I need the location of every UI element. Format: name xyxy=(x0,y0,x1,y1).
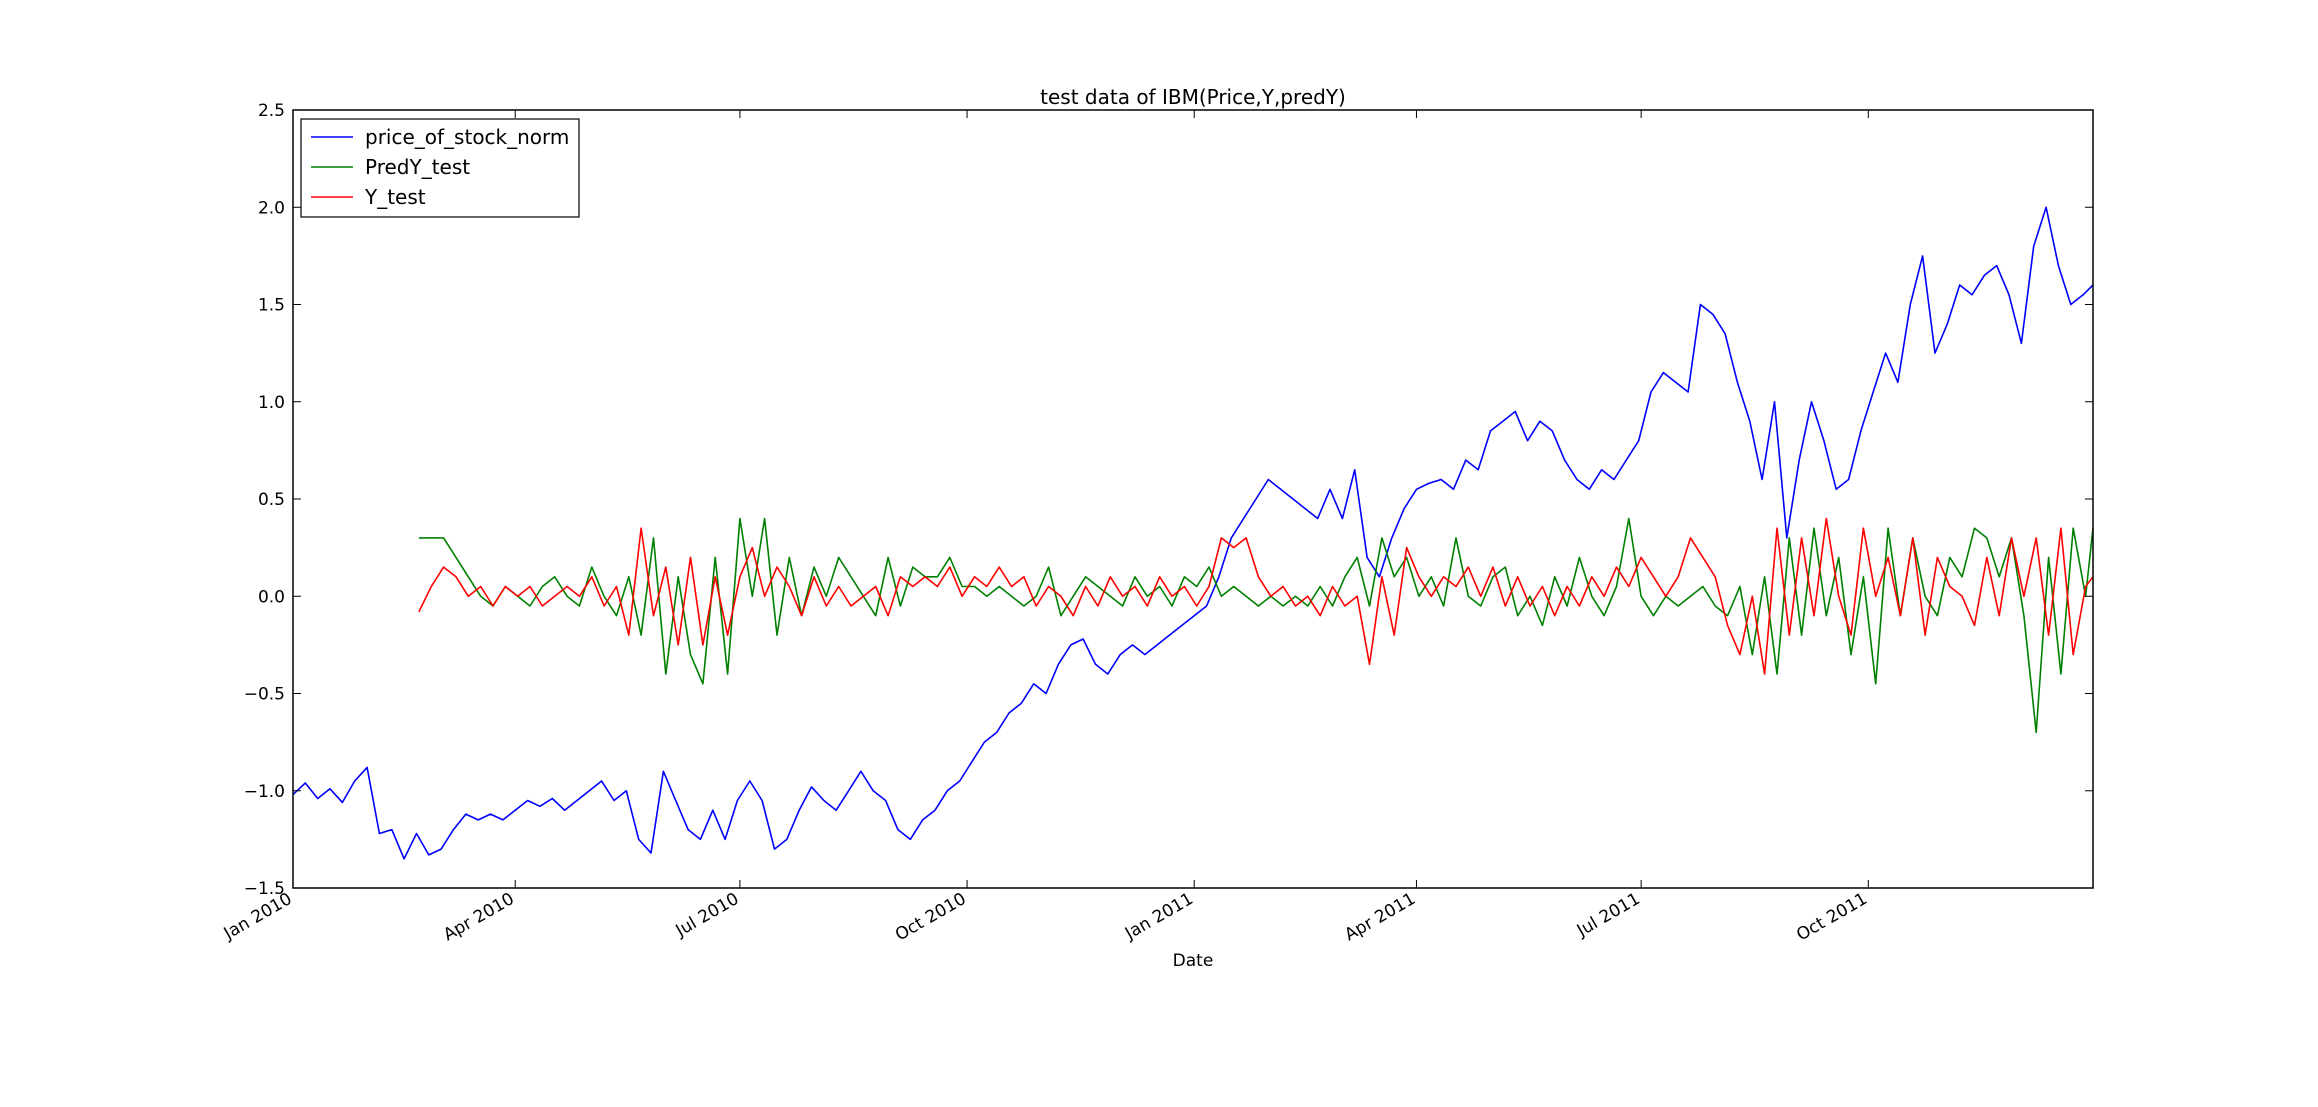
y-tick-label: 2.5 xyxy=(258,101,285,121)
y-tick-label: 0.5 xyxy=(258,490,285,510)
legend-label: price_of_stock_norm xyxy=(365,125,569,149)
y-tick-label: −1.5 xyxy=(244,879,285,899)
series-line-PredY_test xyxy=(418,517,2094,734)
y-tick-label: −1.0 xyxy=(244,782,285,802)
y-tick-label: 2.0 xyxy=(258,198,285,218)
legend-box xyxy=(300,118,580,218)
series-line-Y_test xyxy=(418,517,2094,675)
y-tick-label: −0.5 xyxy=(244,685,285,705)
legend-label: Y_test xyxy=(364,185,426,209)
legend-label: PredY_test xyxy=(365,155,470,179)
series-lines xyxy=(292,206,2094,860)
y-tick-label: 1.0 xyxy=(258,393,285,413)
x-axis-label: Date xyxy=(1173,951,1214,971)
y-tick-label: 0.0 xyxy=(258,587,285,607)
y-tick-label: 1.5 xyxy=(258,296,285,316)
y-axis-ticks: −1.5 −1.0 −0.5 0.0 0.5 1.0 1.5 2.0 2.5 xyxy=(244,101,2093,899)
chart-title: test data of IBM(Price,Y,predY) xyxy=(1040,85,1346,109)
legend: price_of_stock_norm PredY_test Y_test xyxy=(300,118,580,218)
series-line-price_of_stock_norm xyxy=(292,206,2094,860)
